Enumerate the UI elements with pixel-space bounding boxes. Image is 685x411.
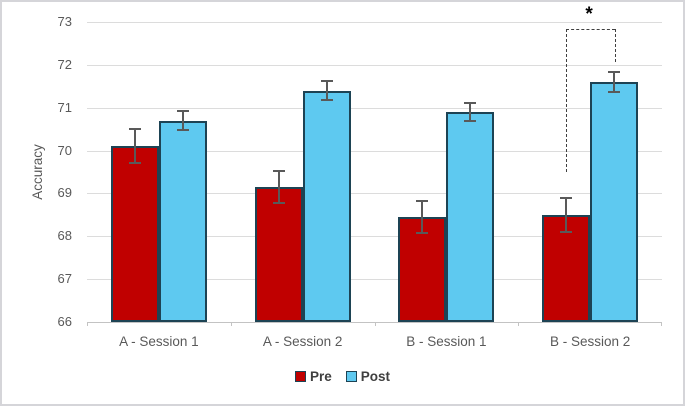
gridline-71 <box>87 107 662 109</box>
y-tick-label-73: 73 <box>57 14 72 29</box>
error-bar-cap <box>416 232 429 235</box>
error-bar-pre-b-session-2 <box>565 197 568 232</box>
error-bar-cap <box>608 71 621 74</box>
legend-entry-post: Post <box>345 369 391 384</box>
error-bar-post-b-session-1 <box>469 102 472 122</box>
x-axis-tick <box>661 322 662 326</box>
gridline-67 <box>87 279 662 281</box>
x-category-label-b-session-2: B - Session 2 <box>549 334 631 349</box>
error-bar-cap <box>176 129 189 132</box>
bar-post-b-session-2 <box>590 82 639 322</box>
error-bar-cap <box>272 202 285 205</box>
x-category-label-a-session-1: A - Session 1 <box>119 334 199 349</box>
error-bar-post-a-session-2 <box>325 81 328 100</box>
x-axis-tick <box>518 322 520 326</box>
bar-post-b-session-1 <box>446 112 495 322</box>
error-bar-cap <box>560 196 573 199</box>
error-bar-post-b-session-2 <box>613 72 616 92</box>
gridline-70 <box>87 150 662 152</box>
error-bar-cap <box>272 169 285 172</box>
y-tick-label-68: 68 <box>57 228 72 244</box>
significance-bracket-top <box>566 29 615 30</box>
error-bar-cap <box>560 231 573 233</box>
gridline-72 <box>87 64 662 66</box>
legend-label-pre: Pre <box>309 369 332 384</box>
x-category-label-a-session-2: A - Session 2 <box>262 334 343 349</box>
bar-post-a-session-2 <box>302 90 351 322</box>
significance-bracket-right <box>614 29 616 63</box>
y-tick-label-71: 71 <box>57 99 72 115</box>
x-axis-tick <box>374 322 376 326</box>
plot-area: 66 67 68 69 70 71 72 73 A - Session 1 A - Session… <box>58 5 662 349</box>
error-bar-cap <box>128 128 141 131</box>
legend: Pre Post <box>0 369 685 384</box>
y-tick-label-72: 72 <box>57 56 72 72</box>
y-tick-label-70: 70 <box>57 142 72 158</box>
y-tick-label-69: 69 <box>57 185 72 201</box>
error-bar-cap <box>320 99 333 101</box>
legend-label-post: Post <box>360 369 391 384</box>
error-bar-pre-a-session-1 <box>133 129 136 164</box>
y-tick-label-67: 67 <box>57 271 72 287</box>
error-bar-cap <box>176 109 189 112</box>
bar-pre-a-session-1 <box>110 146 159 322</box>
error-bar-post-a-session-1 <box>181 110 184 131</box>
error-bar-cap <box>128 162 141 165</box>
error-bar-cap <box>320 80 333 83</box>
significance-asterisk: * <box>585 4 593 25</box>
gridline-69 <box>87 193 662 195</box>
error-bar-pre-b-session-1 <box>421 200 424 234</box>
x-category-label-b-session-1: B - Session 1 <box>406 334 487 349</box>
error-bar-cap <box>608 90 621 93</box>
error-bar-cap <box>464 101 477 104</box>
significance-bracket-left <box>566 29 568 172</box>
bar-pre-b-session-1 <box>398 217 447 322</box>
error-bar-pre-a-session-2 <box>277 170 280 204</box>
bar-pre-a-session-2 <box>254 187 303 322</box>
x-axis-tick <box>87 322 88 326</box>
legend-swatch-post <box>345 371 357 382</box>
error-bar-cap <box>416 199 429 202</box>
gridline-73 <box>87 22 662 23</box>
legend-entry-pre: Pre <box>294 369 332 384</box>
y-tick-label-66: 66 <box>57 314 72 329</box>
x-axis-tick <box>230 322 232 326</box>
gridline-68 <box>87 236 662 238</box>
error-bar-cap <box>464 120 477 123</box>
bar-post-a-session-1 <box>158 120 207 322</box>
legend-swatch-pre <box>294 371 306 382</box>
